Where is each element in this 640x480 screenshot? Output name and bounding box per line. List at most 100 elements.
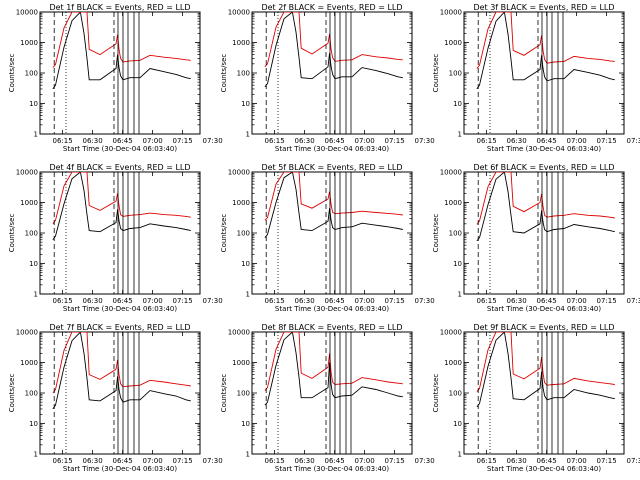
- detector-panel: 1 10 100 1000 10000 06:15 06:30 06:45 07:00 07:15…: [432, 163, 640, 313]
- events-series-line: [476, 332, 615, 408]
- panel-title: Det 1f BLACK = Events, RED = LLD: [49, 3, 190, 12]
- x-tick-label: 07:15: [597, 297, 617, 305]
- x-tick-label: 07:00: [143, 137, 163, 145]
- detector-panel: 1 10 100 1000 10000 06:15 06:30 06:45 07:00 07:15…: [8, 163, 223, 313]
- lld-series-line: [264, 172, 403, 221]
- x-tick-label: 06:45: [537, 297, 557, 305]
- y-tick-label: 10000: [228, 329, 250, 337]
- y-tick-label: 10000: [16, 9, 38, 17]
- y-tick-label: 10000: [440, 329, 462, 337]
- x-tick-label: 06:30: [83, 297, 103, 305]
- x-axis-label: Start Time (30-Dec-04 06:03:40): [63, 145, 177, 153]
- data-gap: [346, 13, 351, 133]
- events-series-line: [52, 12, 191, 90]
- x-axis-label: Start Time (30-Dec-04 06:03:40): [487, 305, 601, 313]
- y-tick-label: 100: [237, 70, 250, 78]
- lld-series-line: [476, 332, 615, 392]
- y-tick-label: 1000: [20, 199, 38, 207]
- y-tick-label: 10000: [16, 169, 38, 177]
- x-tick-label: 06:15: [477, 457, 497, 465]
- x-axis-label: Start Time (30-Dec-04 06:03:40): [63, 465, 177, 473]
- y-tick-label: 1000: [232, 199, 250, 207]
- x-tick-label: 07:15: [173, 457, 193, 465]
- x-tick-label: 07:15: [173, 297, 193, 305]
- x-tick-label: 06:30: [295, 137, 315, 145]
- events-series-line: [52, 172, 191, 241]
- y-tick-label: 10: [241, 420, 250, 428]
- x-axis-label: Start Time (30-Dec-04 06:03:40): [275, 145, 389, 153]
- x-tick-label: 06:30: [507, 297, 527, 305]
- lld-series-line: [52, 172, 191, 225]
- detector-panel: 1 10 100 1000 10000 06:15 06:30 06:45 07:00 07:15…: [432, 3, 640, 153]
- x-tick-label: 06:30: [83, 137, 103, 145]
- y-tick-label: 10: [241, 100, 250, 108]
- x-tick-label: 07:00: [567, 457, 587, 465]
- x-tick-label: 07:30: [415, 297, 435, 305]
- events-series-line: [264, 12, 403, 88]
- y-tick-label: 1: [246, 451, 250, 459]
- x-axis-label: Start Time (30-Dec-04 06:03:40): [487, 465, 601, 473]
- y-axis-label: Counts/sec: [8, 54, 16, 93]
- panel-title: Det 4f BLACK = Events, RED = LLD: [49, 163, 190, 172]
- x-axis-label: Start Time (30-Dec-04 06:03:40): [275, 465, 389, 473]
- y-tick-label: 10000: [440, 169, 462, 177]
- x-tick-label: 07:30: [203, 457, 223, 465]
- detector-panel: 1 10 100 1000 10000 06:15 06:30 06:45 07:00 07:15…: [8, 323, 223, 473]
- detector-panel: 1 10 100 1000 10000 06:15 06:30 06:45 07:00 07:15…: [220, 163, 435, 313]
- x-tick-label: 07:15: [385, 137, 405, 145]
- x-tick-label: 07:15: [597, 137, 617, 145]
- y-tick-label: 10: [241, 260, 250, 268]
- x-tick-label: 06:15: [477, 297, 497, 305]
- y-axis-label: Counts/sec: [220, 214, 228, 253]
- panel-title: Det 2f BLACK = Events, RED = LLD: [261, 3, 402, 12]
- x-tick-label: 07:30: [203, 297, 223, 305]
- x-tick-label: 07:15: [385, 457, 405, 465]
- x-tick-label: 07:00: [355, 137, 375, 145]
- plot-frame: [463, 171, 625, 295]
- y-axis-label: Counts/sec: [432, 214, 440, 253]
- y-tick-label: 1000: [444, 359, 462, 367]
- y-tick-label: 10000: [440, 9, 462, 17]
- x-tick-label: 06:30: [507, 137, 527, 145]
- y-tick-label: 100: [449, 390, 462, 398]
- x-tick-label: 07:00: [567, 297, 587, 305]
- y-tick-label: 1: [246, 291, 250, 299]
- x-tick-label: 06:15: [265, 297, 285, 305]
- y-tick-label: 1: [458, 131, 462, 139]
- x-tick-label: 07:00: [143, 457, 163, 465]
- panel-title: Det 3f BLACK = Events, RED = LLD: [473, 3, 614, 12]
- y-tick-label: 100: [237, 390, 250, 398]
- y-tick-label: 10: [453, 260, 462, 268]
- y-axis-label: Counts/sec: [432, 374, 440, 413]
- y-tick-label: 1000: [444, 39, 462, 47]
- y-tick-label: 1: [458, 291, 462, 299]
- x-tick-label: 07:30: [627, 137, 640, 145]
- x-tick-label: 06:30: [507, 457, 527, 465]
- y-tick-label: 10: [29, 420, 38, 428]
- panel-title: Det 6f BLACK = Events, RED = LLD: [473, 163, 614, 172]
- x-tick-label: 06:45: [537, 457, 557, 465]
- x-tick-label: 07:00: [355, 297, 375, 305]
- y-tick-label: 1: [34, 291, 38, 299]
- x-tick-label: 06:30: [83, 457, 103, 465]
- plot-frame: [39, 171, 201, 295]
- x-tick-label: 06:45: [325, 297, 345, 305]
- y-tick-label: 10000: [228, 9, 250, 17]
- y-tick-label: 100: [25, 390, 38, 398]
- x-tick-label: 06:45: [325, 457, 345, 465]
- events-series-line: [476, 172, 615, 242]
- x-tick-label: 06:30: [295, 457, 315, 465]
- y-tick-label: 1: [458, 451, 462, 459]
- events-series-line: [264, 172, 403, 238]
- x-tick-label: 06:45: [113, 457, 133, 465]
- x-tick-label: 07:30: [627, 297, 640, 305]
- x-tick-label: 06:45: [325, 137, 345, 145]
- y-axis-label: Counts/sec: [220, 54, 228, 93]
- events-series-line: [264, 332, 403, 406]
- lld-series-line: [264, 12, 403, 68]
- panel-title: Det 7f BLACK = Events, RED = LLD: [49, 323, 190, 332]
- panel-title: Det 5f BLACK = Events, RED = LLD: [261, 163, 402, 172]
- detector-panel: 1 10 100 1000 10000 06:15 06:30 06:45 07:00 07:15…: [8, 3, 223, 153]
- lld-series-line: [264, 332, 403, 391]
